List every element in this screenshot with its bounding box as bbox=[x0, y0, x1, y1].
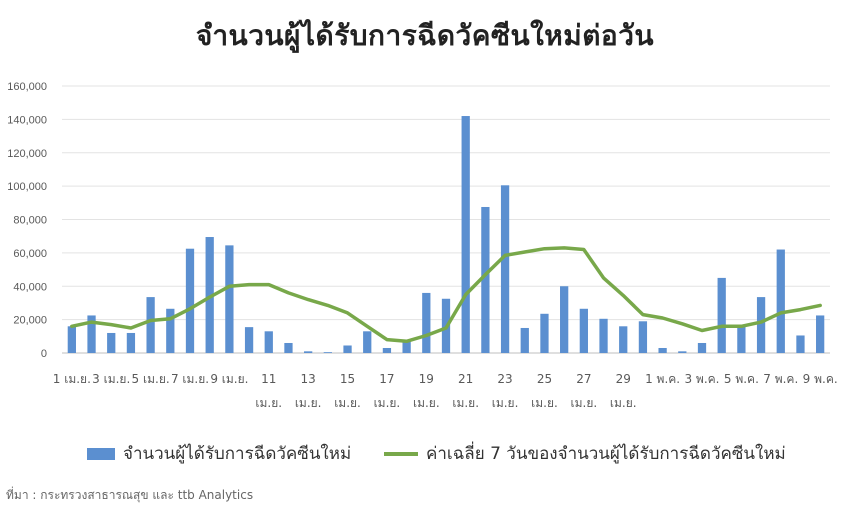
x-axis: 1 เม.ย. 3 เม.ย. 5 เม.ย. 7 เม.ย. 9 เม.ย. 11 เม.… bbox=[53, 372, 838, 410]
bar bbox=[264, 331, 273, 353]
y-tick-label: 80,000 bbox=[13, 215, 47, 227]
x-tick-label: 3 เม.ย. bbox=[92, 372, 130, 386]
chart: 0 20,000 40,000 60,000 80,000 100,000 120,000 1… bbox=[7, 81, 838, 410]
bar bbox=[402, 339, 411, 353]
x-tick-label: เม.ย. bbox=[452, 396, 479, 410]
legend-line-swatch bbox=[384, 451, 418, 456]
x-tick-label: เม.ย. bbox=[255, 396, 282, 410]
x-tick-label: 17 bbox=[379, 372, 394, 386]
bar bbox=[737, 324, 746, 353]
x-tick-label: 7 เม.ย. bbox=[171, 372, 209, 386]
x-tick-label: เม.ย. bbox=[531, 396, 558, 410]
x-tick-label: 9 พ.ค. bbox=[803, 372, 838, 386]
x-tick-label: เม.ย. bbox=[334, 396, 361, 410]
x-tick-label: 1 พ.ค. bbox=[645, 372, 680, 386]
bar bbox=[816, 315, 825, 353]
bar bbox=[717, 277, 726, 353]
bar bbox=[560, 286, 569, 353]
y-tick-label: 60,000 bbox=[13, 248, 47, 260]
x-tick-label: 5 พ.ค. bbox=[724, 372, 759, 386]
legend-item-daily: จำนวนผู้ได้รับการฉีดวัคซีนใหม่ bbox=[87, 440, 351, 467]
bar bbox=[756, 297, 766, 353]
x-tick-label: 13 bbox=[301, 372, 316, 386]
bar bbox=[343, 345, 352, 353]
x-tick-label: 15 bbox=[340, 372, 355, 386]
bar bbox=[481, 206, 490, 353]
bar bbox=[638, 321, 648, 353]
bar bbox=[205, 237, 214, 353]
average-line-series bbox=[70, 246, 822, 344]
y-tick-label: 40,000 bbox=[13, 281, 47, 293]
source-note: ที่มา : กระทรวงสาธารณสุข และ ttb Analyti… bbox=[6, 488, 254, 502]
bar bbox=[776, 249, 785, 353]
bar bbox=[107, 332, 116, 353]
x-tick-label: เม.ย. bbox=[295, 396, 322, 410]
x-tick-label: 5 เม.ย. bbox=[132, 372, 170, 386]
x-tick-label: 27 bbox=[576, 372, 591, 386]
bar bbox=[579, 308, 588, 353]
bar bbox=[67, 326, 76, 353]
legend-bar-swatch bbox=[87, 447, 115, 460]
y-tick-label: 120,000 bbox=[7, 148, 47, 160]
y-axis: 0 20,000 40,000 60,000 80,000 100,000 120,000 1… bbox=[7, 81, 47, 360]
legend-label-daily: จำนวนผู้ได้รับการฉีดวัคซีนใหม่ bbox=[123, 444, 352, 464]
x-tick-label: 9 เม.ย. bbox=[210, 372, 248, 386]
x-tick-label: 19 bbox=[419, 372, 434, 386]
bar bbox=[126, 332, 136, 353]
x-tick-label: 25 bbox=[537, 372, 552, 386]
bar bbox=[599, 318, 608, 353]
x-tick-label: เม.ย. bbox=[492, 396, 519, 410]
x-tick-label: เม.ย. bbox=[610, 396, 637, 410]
x-tick-label: เม.ย. bbox=[374, 396, 401, 410]
bar bbox=[796, 335, 805, 353]
y-tick-label: 160,000 bbox=[7, 81, 47, 93]
bar bbox=[363, 331, 372, 353]
y-tick-label: 0 bbox=[41, 348, 47, 360]
legend: จำนวนผู้ได้รับการฉีดวัคซีนใหม่ ค่าเฉลี่ย… bbox=[0, 440, 850, 466]
bar bbox=[304, 351, 313, 353]
bar bbox=[422, 292, 431, 353]
bar bbox=[146, 297, 155, 353]
bar bbox=[540, 313, 549, 353]
bar bbox=[244, 327, 254, 353]
x-tick-label: 7 พ.ค. bbox=[763, 372, 798, 386]
bar bbox=[678, 351, 687, 353]
bar bbox=[520, 327, 529, 353]
x-tick-label: 11 bbox=[261, 372, 276, 386]
x-tick-label: 29 bbox=[616, 372, 631, 386]
bar bbox=[87, 315, 96, 353]
bar bbox=[461, 116, 470, 353]
bar bbox=[658, 347, 667, 353]
bar bbox=[185, 248, 195, 353]
bar-series bbox=[67, 116, 825, 353]
y-tick-label: 100,000 bbox=[7, 181, 47, 193]
legend-label-average: ค่าเฉลี่ย 7 วันของจำนวนผู้ได้รับการฉีดวั… bbox=[426, 444, 786, 464]
bar bbox=[619, 326, 628, 353]
y-tick-label: 20,000 bbox=[13, 315, 47, 327]
average-line bbox=[70, 246, 822, 344]
bar bbox=[166, 308, 175, 353]
bar bbox=[225, 245, 234, 353]
chart-title: จำนวนผู้ได้รับการฉีดวัคซีนใหม่ต่อวัน bbox=[195, 19, 655, 52]
x-tick-label: เม.ย. bbox=[413, 396, 440, 410]
x-tick-label: 1 เม.ย. bbox=[53, 372, 91, 386]
x-tick-label: 3 พ.ค. bbox=[684, 372, 719, 386]
bar bbox=[382, 347, 392, 353]
y-tick-label: 140,000 bbox=[7, 114, 47, 126]
bar bbox=[697, 342, 707, 353]
x-tick-label: 23 bbox=[497, 372, 512, 386]
x-tick-label: 21 bbox=[458, 372, 473, 386]
bar bbox=[323, 352, 332, 353]
bar bbox=[284, 342, 293, 353]
x-tick-label: เม.ย. bbox=[571, 396, 598, 410]
bar bbox=[500, 185, 510, 353]
legend-item-average: ค่าเฉลี่ย 7 วันของจำนวนผู้ได้รับการฉีดวั… bbox=[384, 440, 786, 467]
